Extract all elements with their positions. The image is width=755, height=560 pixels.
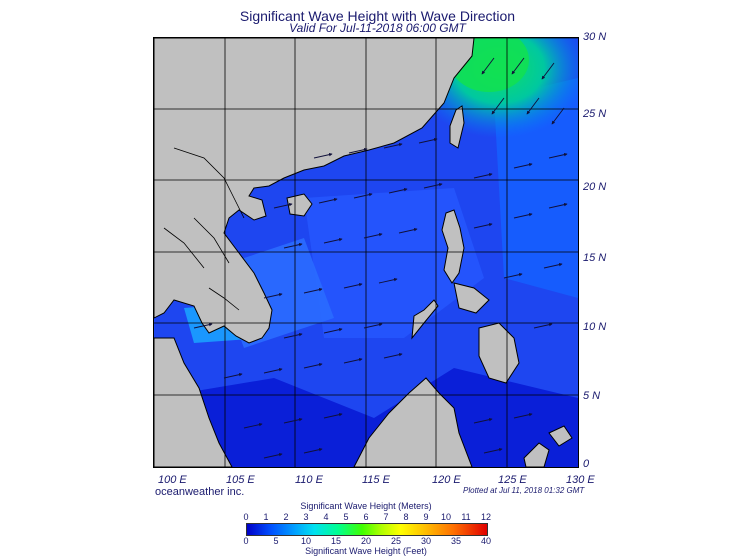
colorbar-tick: 1 [263, 512, 269, 522]
colorbar-tick: 30 [420, 536, 431, 546]
credit-text: oceanweather inc. [155, 486, 245, 498]
country-borders [163, 147, 245, 311]
taiwan-island [449, 105, 465, 149]
borneo-island [353, 377, 473, 467]
lat-label: 20 N [583, 181, 607, 193]
malay-peninsula [154, 337, 233, 467]
map-title: Significant Wave Height with Wave Direct… [239, 8, 516, 24]
colorbar-tick: 10 [440, 512, 451, 522]
lat-label: 5 N [583, 390, 601, 402]
colorbar-feet-title: Significant Wave Height (Feet) [305, 546, 427, 556]
lon-label: 105 E [226, 474, 255, 486]
lat-label: 15 N [583, 252, 607, 264]
colorbar-tick: 11 [461, 512, 471, 522]
plotted-timestamp: Plotted at Jul 11, 2018 01:32 GMT [463, 486, 585, 495]
colorbar-tick: 6 [363, 512, 369, 522]
colorbar-tick: 15 [330, 536, 341, 546]
colorbar-tick: 3 [303, 512, 309, 522]
colorbar-tick: 5 [273, 536, 279, 546]
colorbar-tick: 0 [243, 536, 249, 546]
lon-label: 100 E [158, 474, 187, 486]
lat-label: 25 N [583, 108, 607, 120]
lon-label: 120 E [432, 474, 461, 486]
colorbar-tick: 4 [323, 512, 329, 522]
map-subtitle: Valid For Jul-11-2018 06:00 GMT [289, 21, 466, 35]
lon-label: 115 E [362, 474, 390, 486]
colorbar-tick: 20 [360, 536, 371, 546]
colorbar-tick: 40 [480, 536, 491, 546]
lon-label: 130 E [566, 474, 595, 486]
lon-label: 110 E [295, 474, 323, 486]
hainan-island [286, 193, 313, 217]
lat-label: 30 N [583, 31, 607, 43]
colorbar-tick: 9 [423, 512, 429, 522]
lon-label: 125 E [498, 474, 527, 486]
colorbar-tick: 0 [243, 512, 249, 522]
luzon-island [441, 209, 465, 284]
colorbar-tick: 5 [343, 512, 349, 522]
wave-height-map [153, 37, 579, 468]
colorbar-tick: 10 [300, 536, 311, 546]
colorbar-meters-title: Significant Wave Height (Meters) [300, 501, 432, 511]
colorbar-tick: 8 [403, 512, 409, 522]
colorbar-tick: 2 [283, 512, 289, 522]
colorbar-tick: 35 [450, 536, 461, 546]
mainland-asia [154, 38, 475, 344]
colorbar-tick: 12 [480, 512, 491, 522]
lat-label: 10 N [583, 321, 607, 333]
lat-lon-grid [154, 38, 578, 467]
visayas-islands [453, 282, 490, 314]
wave-direction-arrows [193, 57, 568, 459]
colorbar-tick: 7 [383, 512, 389, 522]
palawan-island [411, 299, 439, 340]
wave-height-colorbar [246, 523, 488, 536]
lat-label: 0 [583, 458, 590, 470]
map-svg [154, 38, 578, 467]
mindanao-island [478, 322, 520, 384]
sulawesi-island [523, 442, 550, 467]
colorbar-tick: 25 [390, 536, 401, 546]
